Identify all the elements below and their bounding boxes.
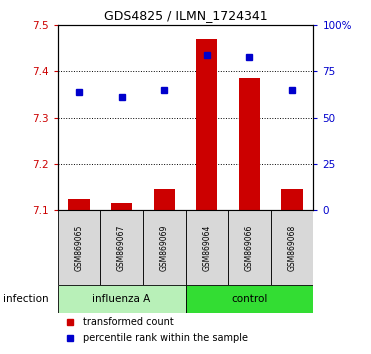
Text: transformed count: transformed count	[83, 316, 174, 327]
Bar	[58, 210, 100, 285]
Bar	[100, 210, 143, 285]
Text: control: control	[231, 294, 268, 304]
Text: percentile rank within the sample: percentile rank within the sample	[83, 333, 248, 343]
Bar	[186, 210, 228, 285]
Bar	[143, 210, 186, 285]
Bar	[111, 203, 132, 210]
Bar	[154, 189, 175, 210]
Text: GSM869069: GSM869069	[160, 224, 169, 270]
Bar	[196, 39, 217, 210]
Text: GSM869068: GSM869068	[288, 224, 297, 270]
Bar	[271, 210, 313, 285]
Bar	[228, 210, 271, 285]
Bar	[282, 189, 303, 210]
Text: GSM869064: GSM869064	[202, 224, 211, 270]
Bar	[239, 78, 260, 210]
Text: GDS4825 / ILMN_1724341: GDS4825 / ILMN_1724341	[104, 9, 267, 22]
Bar	[186, 285, 313, 313]
Text: GSM869065: GSM869065	[74, 224, 83, 270]
Text: infection: infection	[3, 294, 49, 304]
Bar	[68, 199, 89, 210]
Bar	[58, 285, 186, 313]
Text: GSM869066: GSM869066	[245, 224, 254, 270]
Text: GSM869067: GSM869067	[117, 224, 126, 270]
Text: influenza A: influenza A	[92, 294, 151, 304]
